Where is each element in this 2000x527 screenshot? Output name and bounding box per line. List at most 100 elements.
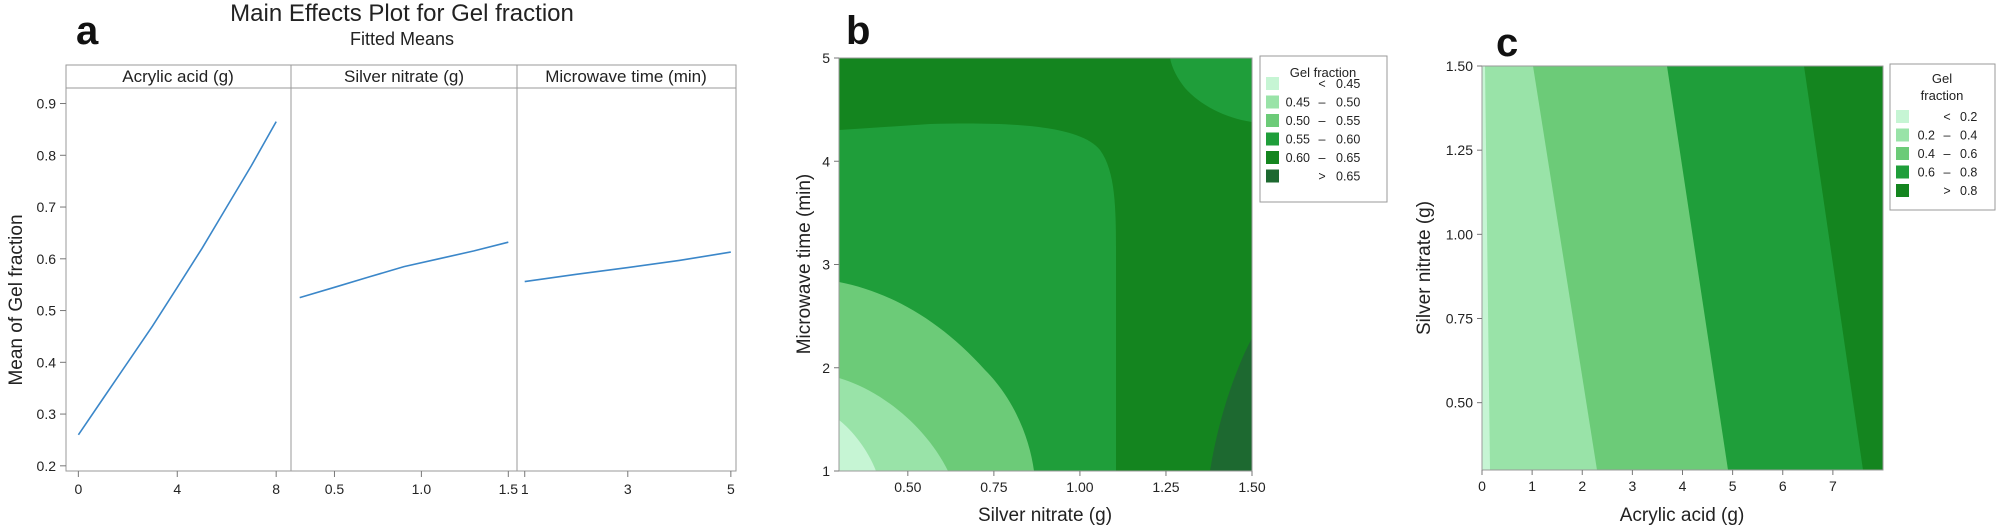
legend-swatch-b [1266,95,1279,109]
legend-title-c-line2: fraction [1921,88,1964,103]
legend-high-c: 0.2 [1960,110,1977,124]
panel-letter-c: c [1496,21,1518,65]
legend-low-b: 0.45 [1286,96,1310,110]
x-tick-label-b: 1.00 [1066,479,1093,495]
legend-high-c: 0.8 [1960,184,1977,198]
panel-a-main-effects-plot: a Main Effects Plot for Gel fraction Fit… [6,0,737,497]
x-axis-ticks-c: 0 1 2 3 4 5 6 7 [1478,470,1837,494]
y-tick-label-b: 3 [822,257,830,273]
x-tick-label: 4 [173,481,181,497]
legend-sep-c: > [1943,184,1950,198]
panel-letter-a: a [76,9,99,53]
legend-sep-c: – [1944,129,1951,143]
x-tick-label-c: 6 [1779,478,1787,494]
legend-sep-c: – [1944,147,1951,161]
x-tick-label: 1 [521,481,529,497]
legend-high-b: 0.55 [1336,114,1360,128]
legend-swatch-c [1896,184,1909,197]
legend-low-c: 0.4 [1918,147,1935,161]
y-tick-label: 0.5 [37,303,57,319]
x-tick-label: 0 [74,481,82,497]
legend-high-c: 0.6 [1960,147,1977,161]
y-tick-label-c: 0.50 [1446,395,1473,411]
y-tick-label-c: 1.00 [1446,226,1473,242]
legend-sep-b: < [1318,77,1325,91]
x-tick-label: 3 [624,481,632,497]
y-axis-ticks-c: 0.50 0.75 1.00 1.25 1.50 [1446,58,1482,411]
legend-swatch-c [1896,110,1909,123]
y-tick-label-b: 4 [822,153,830,169]
legend-high-b: 0.65 [1336,151,1360,165]
y-tick-label: 0.7 [37,199,57,215]
legend-sep-b: > [1318,170,1325,184]
legend-swatch-b [1266,132,1279,146]
y-tick-label: 0.8 [37,147,57,163]
legend-sep-b: – [1319,151,1326,165]
contour-region-0.55-0.60-upper-right [1170,58,1252,122]
legend-sep-c: < [1943,110,1950,124]
legend-low-c: 0.6 [1918,166,1935,180]
x-axis-label-c: Acrylic acid (g) [1620,505,1745,526]
legend-box-b [1259,55,1388,203]
x-tick-label-c: 1 [1528,478,1536,494]
chart-subtitle: Fitted Means [350,29,454,49]
x-tick-label-b: 0.50 [894,479,921,495]
x-tick-label: 1.0 [412,481,432,497]
y-axis-label: Mean of Gel fraction [6,214,27,385]
y-tick-label: 0.6 [37,251,57,267]
legend-high-c: 0.4 [1960,129,1977,143]
contour-region-below-0.45 [839,420,876,471]
panel-c-contour-plot: c Acrylic acid (g) Silver nitrate (g) 0 1… [1414,21,1996,526]
facet-header-band [65,64,737,89]
legend-swatch-b [1266,114,1279,127]
legend-low-b: 0.60 [1286,151,1310,165]
legend-low-b: 0.50 [1286,114,1310,128]
effect-lines [77,121,731,436]
legend-high-b: 0.65 [1336,170,1360,184]
legend-swatch-b [1266,151,1279,164]
x-tick-label-c: 2 [1578,478,1586,494]
panel-b-contour-plot: b Silver nitrate (g) Microwave time (min… [794,9,1388,526]
x-tick-label-c: 3 [1628,478,1636,494]
y-tick-label-c: 1.50 [1446,58,1473,74]
main-effect-line-1 [77,121,277,436]
y-axis-ticks-b: 1 2 3 4 5 [822,50,839,479]
x-tick-label: 0.5 [325,481,345,497]
legend-swatch-c [1896,147,1909,160]
y-tick-label-b: 1 [822,463,830,479]
x-tick-label: 1.5 [499,481,519,497]
x-axis-ticks-b: 0.50 0.75 1.00 1.25 1.50 [894,471,1266,495]
y-tick-label: 0.2 [37,458,57,474]
facet-label-microwave-time: Microwave time (min) [545,67,707,86]
y-axis-label-b: Microwave time (min) [794,174,815,355]
x-axis-label-b: Silver nitrate (g) [978,505,1112,526]
legend-c: Gel fraction <0.20.2–0.40.4–0.60.6–0.8> 0… [1889,63,1996,211]
chart-title: Main Effects Plot for Gel fraction [230,0,574,27]
contour-region-above-0.65 [1210,338,1252,471]
y-tick-label: 0.9 [37,96,57,112]
main-effect-line-3 [524,251,731,283]
legend-high-c: 0.8 [1960,166,1977,180]
panel-letter-b: b [846,9,870,53]
legend-sep-b: – [1319,96,1326,110]
contour-regions-c [1482,66,1883,470]
x-tick-label-c: 4 [1679,478,1687,494]
y-tick-label-c: 1.25 [1446,142,1473,158]
legend-low-b: 0.55 [1286,133,1310,147]
x-axis-ticks: 0 4 8 0.5 1.0 1.5 1 3 5 [74,471,735,497]
contour-region-0.45-0.50 [839,378,948,471]
legend-sep-c: – [1944,166,1951,180]
legend-b: Gel fraction <0.450.45–0.500.50–0.550.55… [1259,55,1388,203]
legend-high-b: 0.45 [1336,77,1360,91]
y-tick-label-c: 0.75 [1446,311,1473,327]
legend-high-b: 0.50 [1336,96,1360,110]
y-tick-label-b: 5 [822,50,830,66]
y-tick-label: 0.4 [37,354,57,370]
legend-swatch-b [1266,77,1279,90]
legend-swatch-b [1266,169,1279,183]
x-tick-label-b: 1.50 [1238,479,1265,495]
y-axis-label-c: Silver nitrate (g) [1414,201,1435,335]
x-tick-label-c: 0 [1478,478,1486,494]
legend-swatch-c [1896,165,1909,179]
